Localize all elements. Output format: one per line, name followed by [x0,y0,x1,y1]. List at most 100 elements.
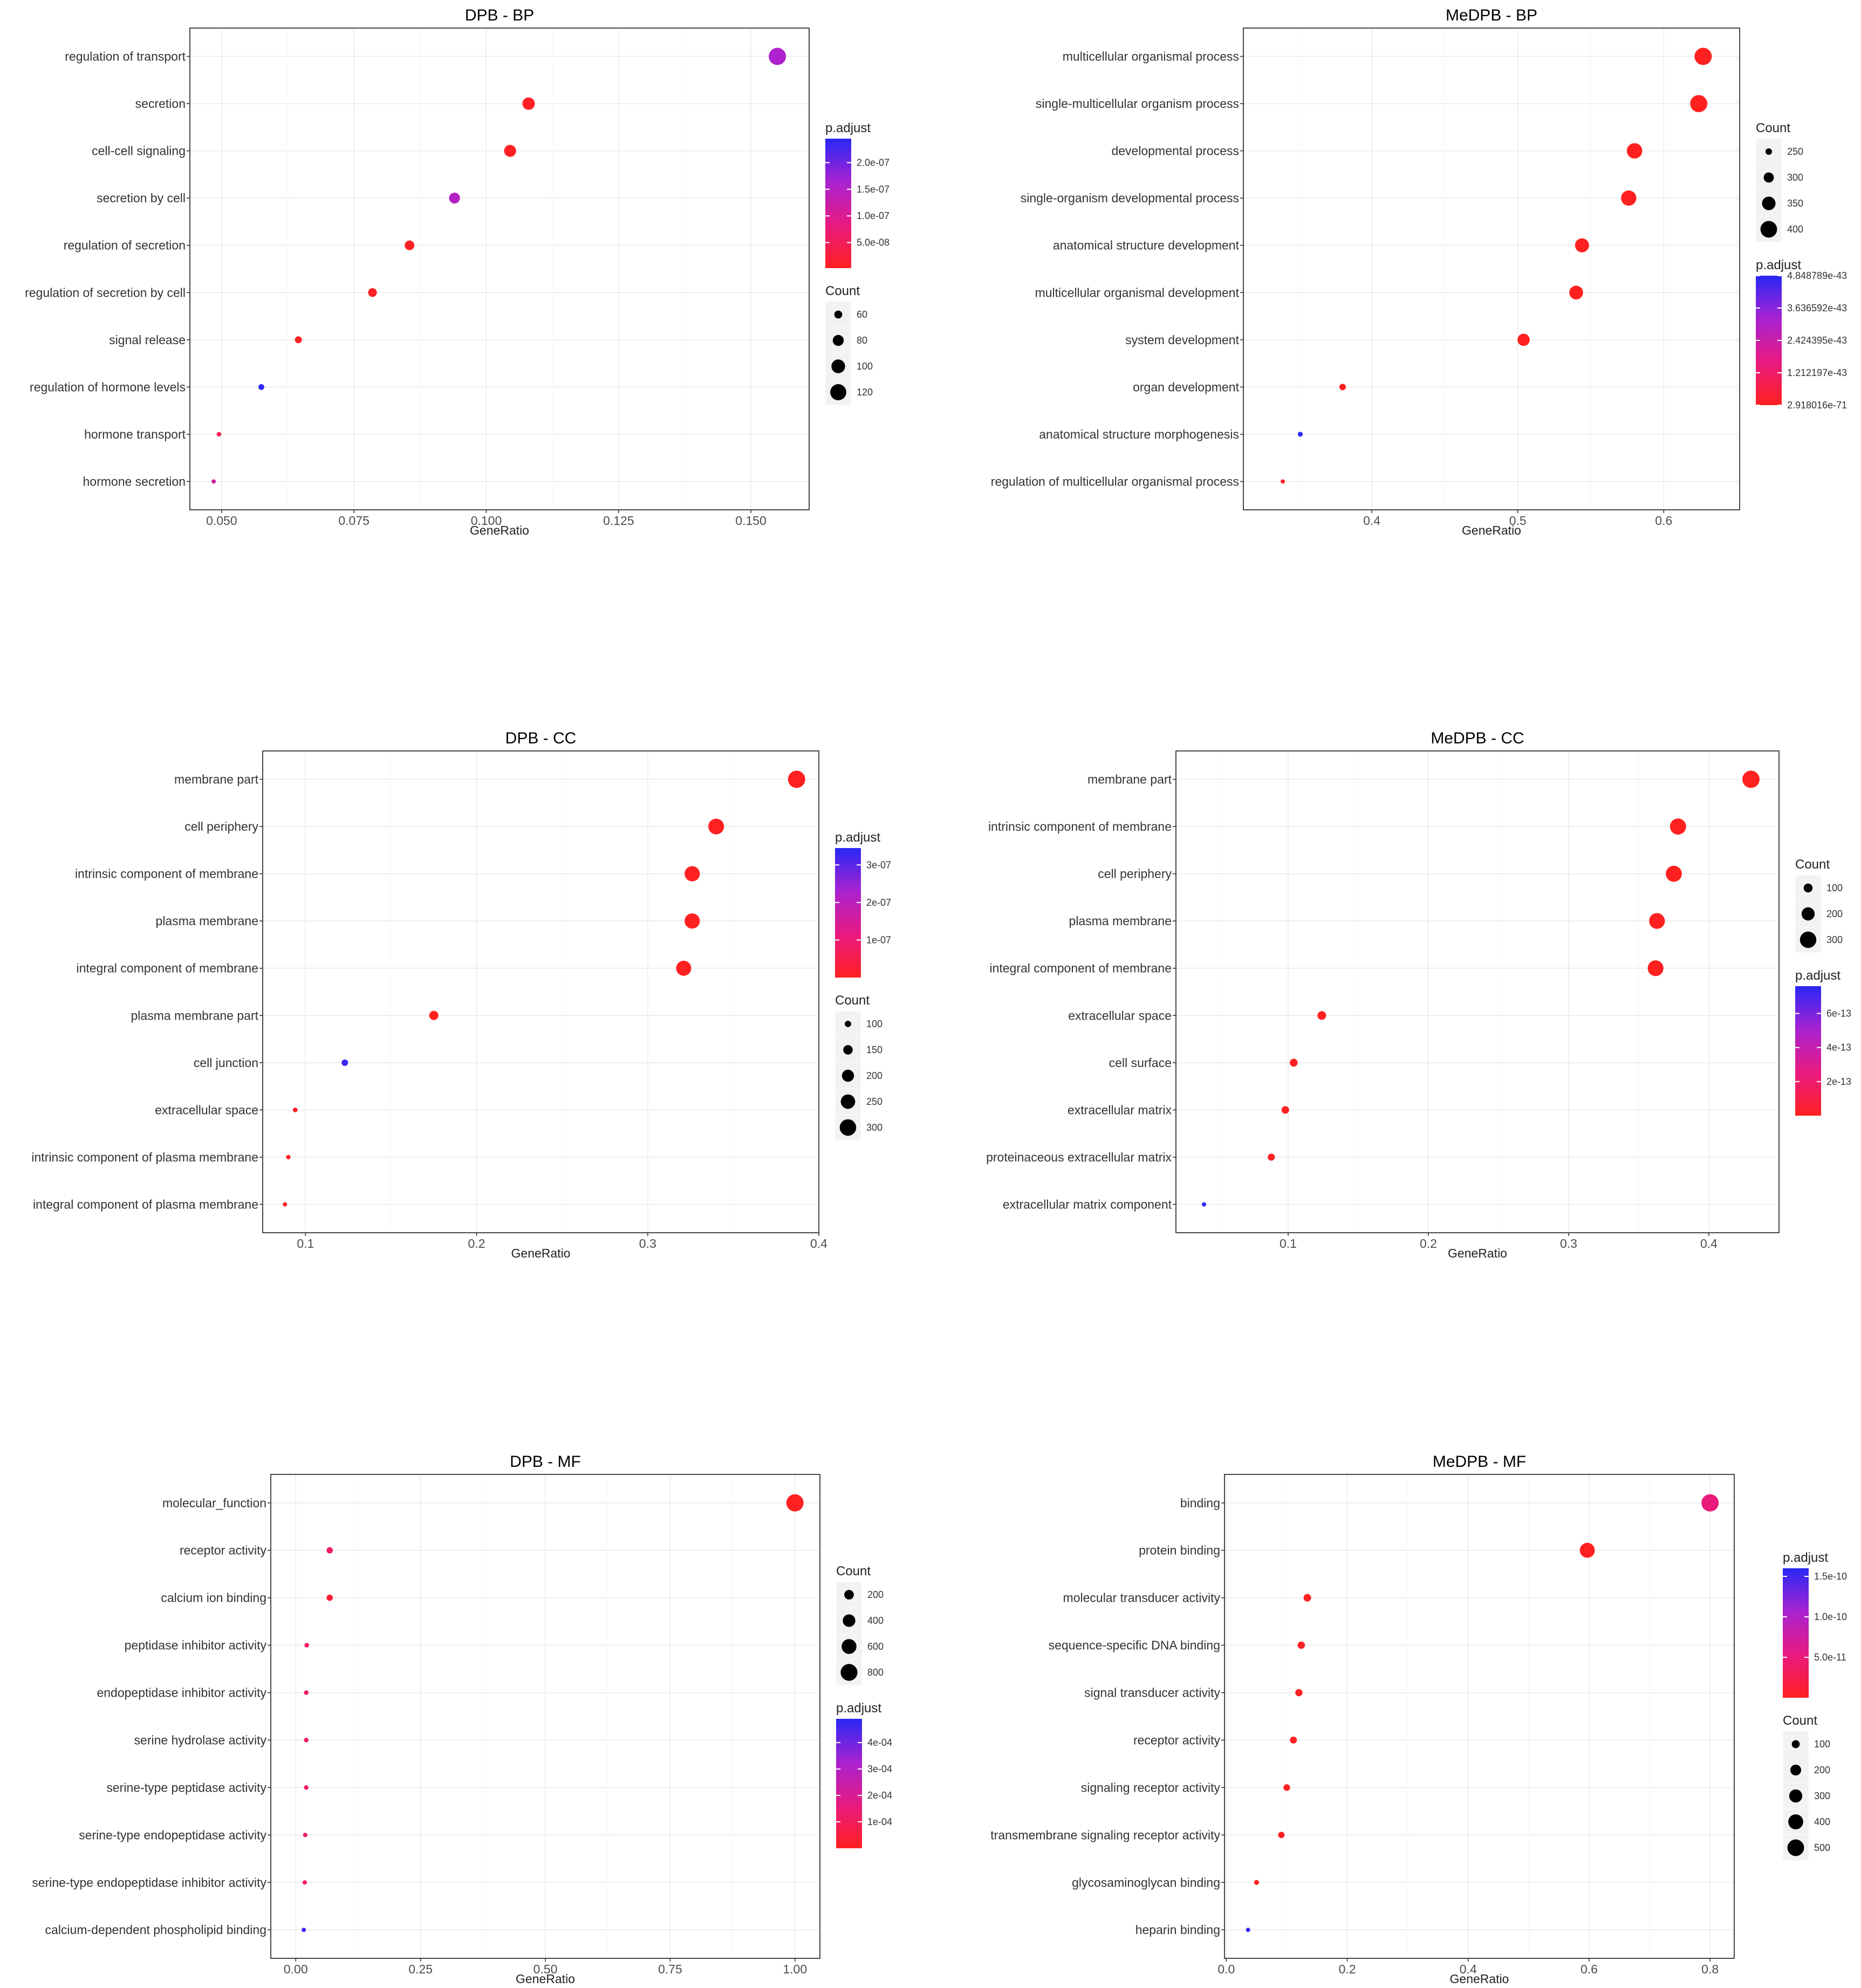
data-point [1246,1928,1250,1932]
legend-title: Count [825,284,860,298]
size-key-label: 200 [866,1070,882,1081]
data-point [1290,1737,1297,1744]
y-tick-label: single-multicellular organism process [1036,97,1239,111]
data-point [676,960,692,976]
color-bar [825,139,851,268]
y-tick-label: peptidase inhibitor activity [125,1638,267,1652]
x-tick-label: 1.00 [783,1962,807,1976]
size-key-dot [1787,1839,1804,1856]
x-axis-title: GeneRatio [1462,523,1521,537]
y-tick-label: integral component of plasma membrane [33,1197,258,1211]
data-point [326,1547,333,1554]
legend-title: p.adjust [836,1701,881,1716]
size-key-label: 300 [1787,172,1803,183]
color-bar-label: 5.0e-11 [1814,1652,1846,1663]
size-key-label: 400 [1787,224,1803,235]
y-tick-label: organ development [1133,380,1240,394]
data-point [1254,1880,1260,1885]
color-bar [1795,986,1821,1116]
padjust-legend: p.adjust 4e-04 3e-04 2e-04 1e-04 [836,1701,892,1848]
x-tick-label: 0.6 [1655,514,1672,528]
size-key-label: 100 [857,361,873,372]
x-tick-label: 0.1 [297,1236,314,1251]
color-bar-label: 1.5e-07 [857,184,890,195]
size-key-label: 350 [1787,198,1803,209]
legend-title: Count [1783,1713,1817,1728]
legend-title: p.adjust [825,121,871,135]
x-tick-label: 0.050 [206,514,237,528]
count-legend: Count 100 200 300 [1795,857,1843,953]
data-point [302,1880,307,1885]
size-key-label: 200 [867,1589,884,1600]
x-tick-label: 0.50 [533,1962,558,1976]
data-point [1290,1058,1298,1067]
x-tick-label: 0.4 [1363,514,1380,528]
x-tick-label: 0.75 [658,1962,682,1976]
legend-title: Count [1756,121,1790,135]
plot-frame [262,750,819,1233]
chart-title: DPB - MF [510,1453,581,1471]
y-tick-label: intrinsic component of membrane [75,867,258,881]
size-key-label: 500 [1814,1842,1830,1853]
y-tick-label: serine hydrolase activity [134,1733,267,1747]
y-tick-label: extracellular space [155,1103,258,1117]
size-key-label: 100 [1826,883,1843,893]
size-key-label: 300 [866,1122,882,1133]
y-tick-label: signal release [109,333,186,347]
data-point [708,818,724,835]
data-point [1317,1011,1326,1020]
y-tick-label: binding [1180,1496,1220,1510]
size-key-dot [1803,883,1813,893]
data-point [304,1785,309,1790]
legend-title: p.adjust [835,830,880,845]
size-key-dot [840,1664,858,1681]
x-tick-label: 0.00 [284,1962,308,1976]
x-axis-title: GeneRatio [470,523,529,537]
data-point [429,1010,439,1020]
color-bar-label: 1.5e-10 [1814,1571,1847,1582]
y-tick-label: developmental process [1111,144,1239,158]
y-tick-label: membrane part [1087,773,1172,787]
y-tick-label: regulation of hormone levels [30,380,186,394]
y-tick-label: extracellular matrix [1068,1103,1172,1117]
data-point [368,288,377,297]
legend-title: Count [1795,857,1830,872]
y-tick-label: glycosaminoglycan binding [1072,1875,1220,1889]
data-point [685,866,700,882]
padjust-legend: p.adjust 2.0e-07 1.5e-07 1.0e-07 5.0e-08 [825,121,890,268]
y-tick-label: cell junction [194,1056,258,1070]
data-point [286,1154,291,1160]
color-bar-label: 4.848789e-43 [1787,270,1847,281]
size-key-dot [844,1590,854,1600]
x-tick-label: 0.100 [471,514,502,528]
y-tick-label: integral component of membrane [76,961,258,975]
y-tick-label: extracellular space [1068,1008,1172,1022]
data-point [1647,960,1664,976]
y-tick-label: system development [1125,333,1240,347]
y-tick-label: signal transducer activity [1084,1686,1220,1700]
size-key-label: 300 [1814,1791,1830,1801]
data-point [1202,1202,1206,1207]
data-point [1690,95,1708,112]
size-key-dot [1791,1740,1800,1748]
y-tick-label: plasma membrane part [131,1008,259,1022]
y-tick-label: anatomical structure development [1053,238,1240,252]
legend-title: p.adjust [1783,1550,1828,1565]
y-tick-label: transmembrane signaling receptor activit… [990,1828,1220,1842]
color-bar-label: 2e-04 [867,1790,892,1801]
size-key-dot [1788,1814,1803,1829]
data-point [504,145,516,157]
chart-title: MeDPB - MF [1433,1453,1526,1471]
x-tick-label: 0.2 [468,1236,485,1251]
size-key-label: 400 [867,1615,884,1626]
data-point [1339,384,1346,391]
data-point [341,1059,348,1066]
color-bar-label: 4e-13 [1826,1042,1851,1053]
y-tick-label: receptor activity [1133,1733,1221,1747]
y-tick-label: cell periphery [184,819,258,834]
size-key-dot [832,334,844,346]
data-point [292,1108,298,1112]
data-point [304,1738,309,1743]
